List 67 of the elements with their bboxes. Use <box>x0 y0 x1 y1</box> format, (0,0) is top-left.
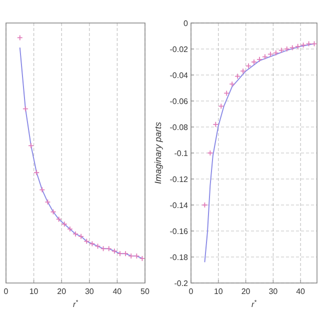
point <box>229 81 236 88</box>
point <box>94 243 101 250</box>
point <box>106 246 112 252</box>
point <box>207 150 214 156</box>
point <box>278 47 284 54</box>
point <box>224 90 230 96</box>
x-tick-label: 10 <box>214 287 224 296</box>
point <box>111 248 118 254</box>
point <box>122 250 128 257</box>
x-tick-label: 30 <box>84 287 94 296</box>
y-tick-label: -0.08 <box>170 123 189 132</box>
point <box>34 170 40 176</box>
point <box>39 186 46 193</box>
point <box>56 216 62 222</box>
y-tick-label: -0.02 <box>170 45 189 54</box>
y-tick-label: -0.18 <box>170 253 189 262</box>
point <box>89 240 96 247</box>
point <box>128 253 134 259</box>
point <box>202 202 208 208</box>
point <box>306 40 312 47</box>
y-axis-title: Imaginary parts <box>153 121 163 184</box>
point <box>50 208 56 215</box>
x-axis-title: r$^{*}$ <box>72 299 79 309</box>
point <box>61 221 68 228</box>
point <box>311 40 318 47</box>
point <box>246 62 252 69</box>
x-tick-label: 0 <box>4 287 9 296</box>
x-tick-label: 20 <box>241 287 251 296</box>
point <box>267 51 274 58</box>
point <box>84 238 90 244</box>
y-tick-label: -0.12 <box>170 175 189 184</box>
point <box>294 43 301 50</box>
x-tick-label: 10 <box>29 287 39 296</box>
x-tick-label: 40 <box>296 287 306 296</box>
point <box>218 103 224 110</box>
point <box>78 233 84 240</box>
point <box>22 106 28 112</box>
point <box>100 246 106 252</box>
x-tick-label: 40 <box>112 287 122 296</box>
point <box>28 142 34 149</box>
point <box>262 54 268 60</box>
point <box>16 34 23 41</box>
point <box>212 121 219 128</box>
point <box>289 44 296 51</box>
y-tick-label: -0.1 <box>174 149 189 158</box>
x-tick-label: 20 <box>57 287 67 296</box>
x-axis-title: r$^{*}$ <box>251 299 258 309</box>
y-tick-label: -0.2 <box>174 279 189 288</box>
line-series <box>204 43 315 263</box>
point <box>251 59 257 65</box>
y-tick-label: -0.14 <box>170 201 189 210</box>
x-tick-label: 50 <box>140 287 150 296</box>
point <box>256 56 262 62</box>
point <box>300 42 306 48</box>
y-tick-label: -0.06 <box>170 97 189 106</box>
point <box>284 46 290 52</box>
y-tick-label: -0.04 <box>170 71 189 80</box>
point <box>240 68 246 74</box>
point <box>117 250 123 257</box>
point <box>234 73 241 80</box>
point <box>134 253 140 259</box>
y-tick-label: -0.16 <box>170 227 189 236</box>
x-tick-label: 30 <box>268 287 278 296</box>
point <box>139 256 146 262</box>
point <box>66 226 73 232</box>
point <box>272 50 279 56</box>
y-tick-label: 0 <box>184 19 189 28</box>
